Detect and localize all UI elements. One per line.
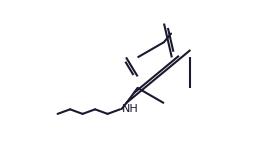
Text: NH: NH	[121, 104, 138, 114]
